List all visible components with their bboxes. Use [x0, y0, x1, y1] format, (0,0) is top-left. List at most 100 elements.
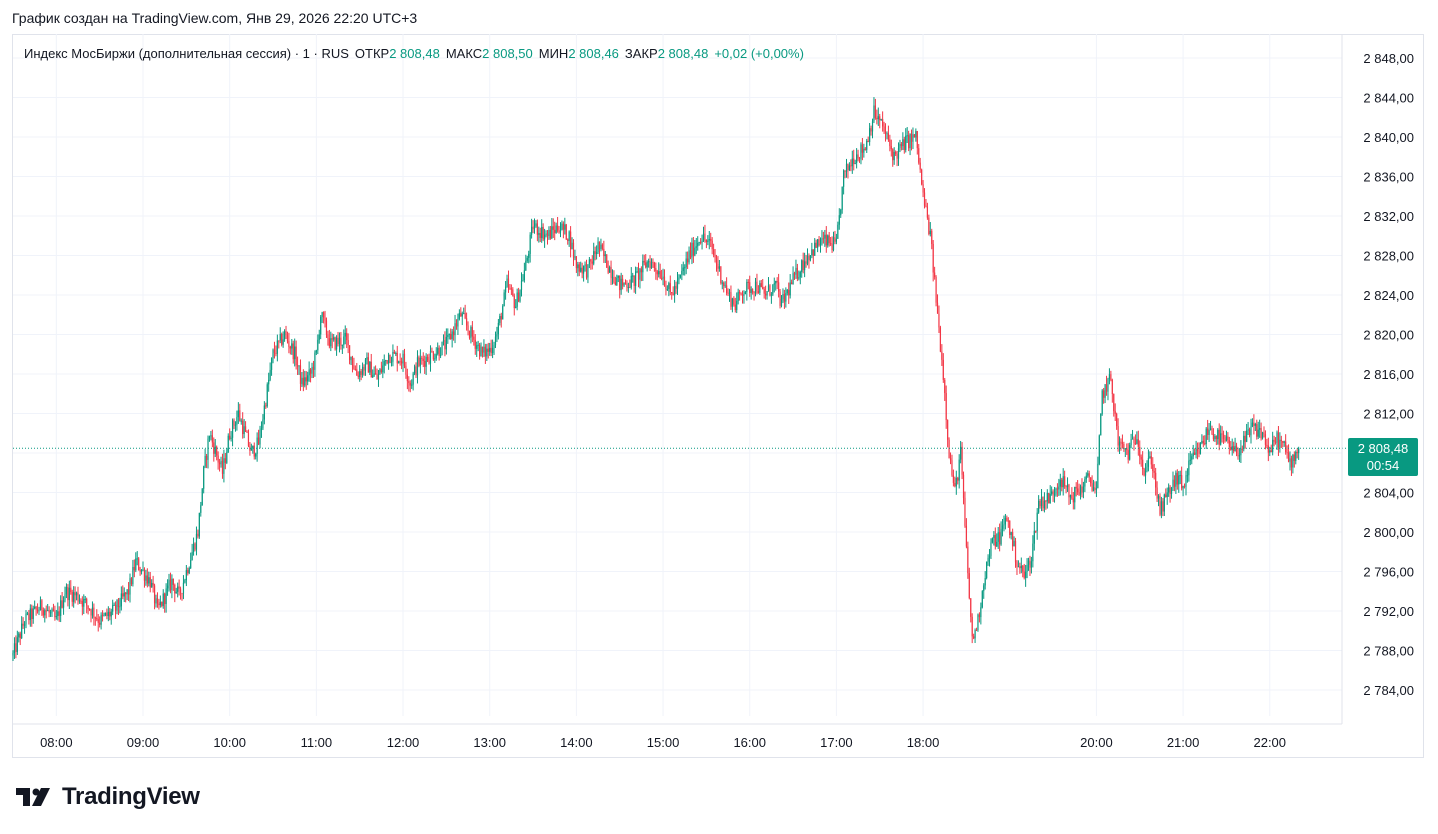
candle-body — [601, 244, 603, 249]
candle-body — [538, 233, 540, 235]
candle-body — [845, 163, 848, 172]
candle-body — [318, 334, 320, 340]
candle-body — [801, 260, 803, 272]
candle-body — [1118, 441, 1121, 446]
candle-body — [1058, 486, 1060, 490]
candle-body — [1030, 561, 1033, 568]
candle-body — [837, 224, 839, 239]
candle-body — [250, 448, 252, 451]
candle-body — [158, 603, 160, 606]
candle-body — [78, 600, 81, 602]
candle-body — [562, 223, 564, 230]
candle-body — [409, 382, 411, 386]
candle-body — [94, 617, 96, 619]
candle-body — [724, 285, 726, 287]
candle-body — [106, 612, 108, 617]
candle-body — [782, 293, 784, 299]
candle-body — [648, 261, 650, 263]
candle-body — [1290, 458, 1293, 468]
candle-body — [834, 237, 836, 242]
x-tick-label: 21:00 — [1167, 735, 1200, 750]
candle-body — [646, 261, 648, 268]
candle-body — [249, 446, 251, 451]
candle-body — [460, 312, 462, 317]
candle-body — [832, 237, 835, 251]
candle-body — [1085, 475, 1087, 480]
candle-body — [515, 306, 517, 309]
candle-body — [970, 598, 972, 617]
candle-body — [853, 158, 855, 164]
candle-body — [960, 446, 962, 460]
candle-body — [1234, 445, 1236, 452]
candle-body — [705, 239, 707, 243]
candle-body — [1071, 495, 1073, 499]
candle-body — [125, 592, 127, 595]
candle-body — [1097, 463, 1099, 489]
candle-body — [139, 569, 141, 572]
candle-body — [247, 432, 250, 447]
candle-body — [240, 420, 242, 422]
candle-body — [416, 357, 419, 376]
candle-body — [299, 365, 302, 384]
candle-body — [831, 243, 833, 251]
candle-body — [99, 622, 101, 625]
candle-body — [587, 264, 589, 278]
candle-body — [993, 535, 995, 539]
candle-body — [1298, 448, 1300, 454]
candle-body — [112, 605, 114, 612]
candle-body — [769, 285, 771, 296]
candle-body — [640, 268, 642, 273]
chart-frame[interactable] — [12, 34, 1424, 758]
candle-body — [1194, 452, 1196, 455]
candle-body — [1163, 494, 1165, 512]
candle-body — [574, 256, 576, 258]
candle-body — [1230, 446, 1232, 450]
candle-body — [379, 369, 381, 375]
candle-body — [577, 264, 579, 269]
candle-body — [918, 148, 920, 163]
candle-body — [382, 365, 384, 373]
candle-body — [938, 313, 940, 328]
candle-body — [671, 291, 673, 294]
candle-body — [694, 247, 696, 256]
candle-body — [1053, 494, 1056, 496]
candle-body — [288, 341, 290, 347]
candle-body — [1222, 434, 1225, 439]
candle-body — [766, 291, 768, 296]
candle-body — [814, 242, 816, 256]
candle-body — [996, 541, 998, 547]
candle-body — [922, 184, 924, 193]
candle-body — [812, 249, 814, 256]
candle-body — [945, 393, 947, 421]
candle-body — [700, 241, 702, 243]
candle-body — [338, 337, 341, 344]
candle-body — [1136, 439, 1138, 444]
candle-body — [523, 270, 525, 281]
candle-body — [263, 405, 265, 420]
candle-body — [1042, 497, 1044, 509]
candle-body — [1179, 475, 1181, 477]
candle-body — [504, 286, 507, 293]
candle-body — [695, 246, 697, 248]
candle-body — [467, 325, 469, 331]
candle-body — [714, 254, 716, 258]
candle-body — [949, 458, 952, 461]
candle-body — [418, 357, 420, 366]
candle-body — [47, 610, 49, 612]
candle-body — [333, 337, 335, 340]
candle-body — [357, 375, 359, 377]
candle-body — [70, 587, 72, 592]
candle-body — [824, 234, 826, 239]
candle-body — [123, 592, 125, 597]
candle-body — [616, 277, 618, 286]
candle-body — [835, 238, 838, 242]
candle-body — [1003, 524, 1005, 526]
candle-body — [1289, 458, 1291, 462]
candle-body — [351, 356, 354, 366]
candle-body — [733, 298, 735, 305]
candle-body — [519, 289, 521, 302]
candle-body — [1117, 426, 1119, 446]
candle-body — [57, 611, 59, 617]
candle-body — [1189, 459, 1191, 461]
